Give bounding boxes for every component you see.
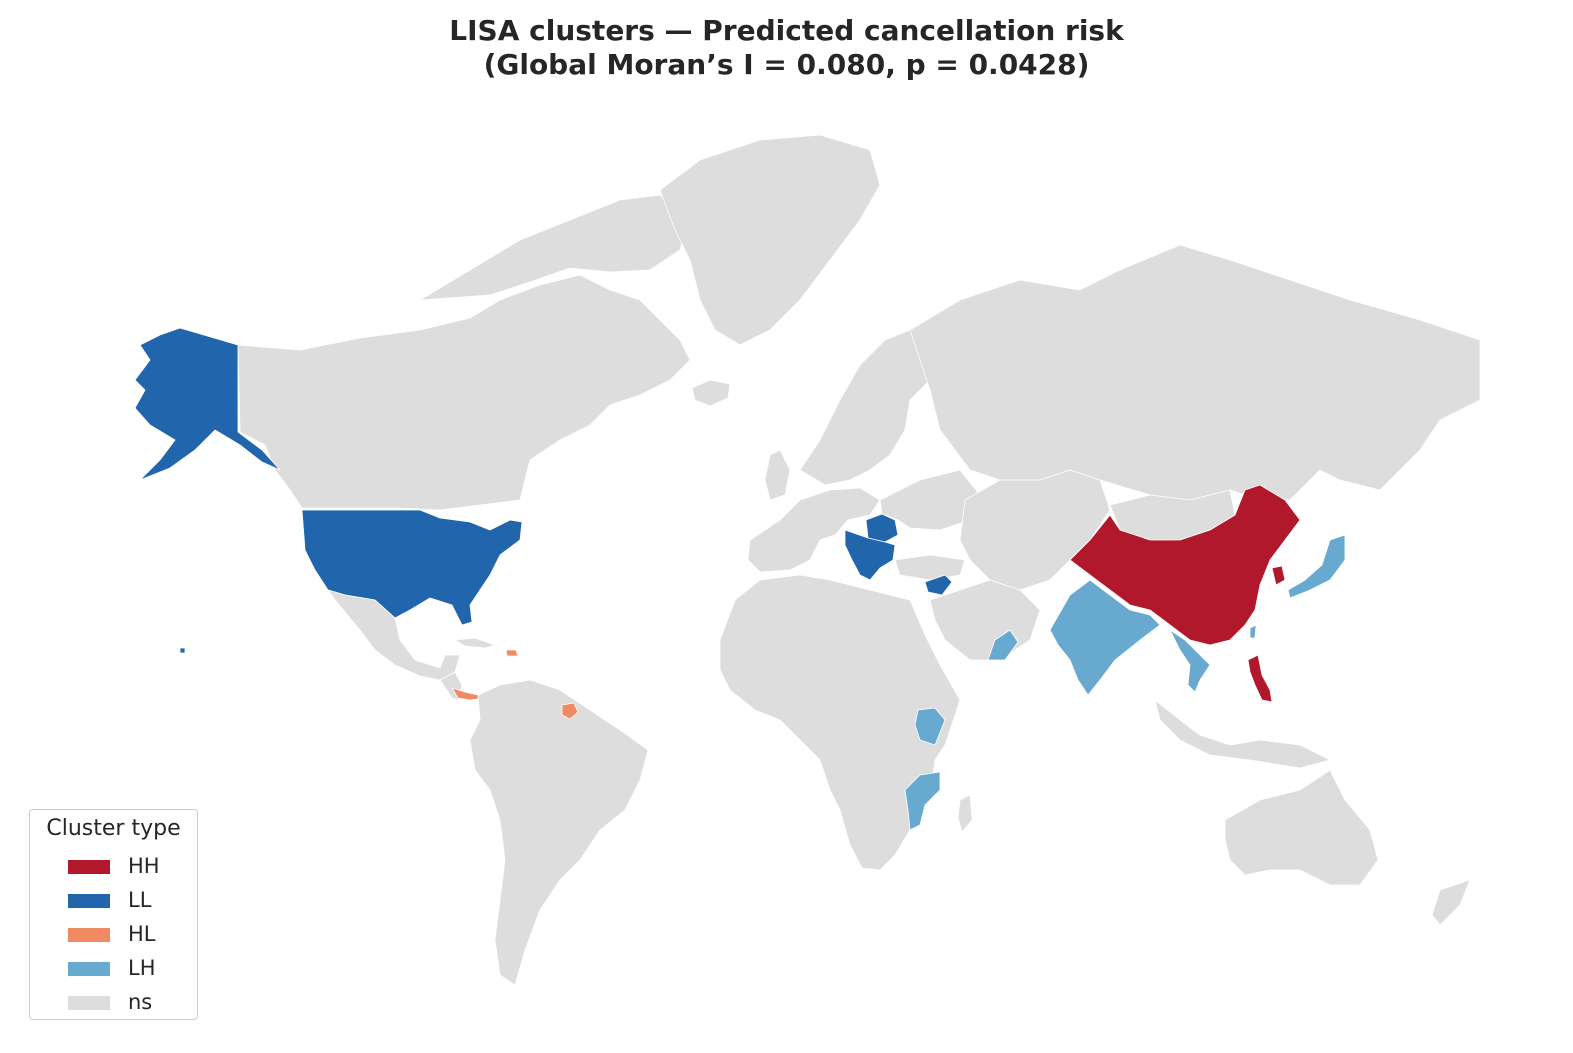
region-western-europe [747, 487, 881, 573]
region-iceland [691, 379, 731, 407]
region-mexico [327, 589, 461, 681]
legend-label-ns: ns [128, 990, 153, 1014]
region-mozambique [904, 771, 941, 831]
region-india [1049, 579, 1161, 696]
region-canada [237, 274, 691, 511]
region-suriname [561, 702, 579, 720]
legend-swatch-lh [68, 962, 110, 976]
legend-label-ll: LL [128, 888, 152, 912]
region-russia [909, 244, 1481, 501]
region-uk [764, 449, 791, 501]
title-line-1: LISA clusters — Predicted cancellation r… [449, 14, 1124, 47]
legend-swatch-hl [68, 928, 110, 942]
region-china [1069, 484, 1301, 646]
region-southeast-asia-lh [1169, 629, 1211, 693]
region-middle-east [929, 579, 1041, 661]
region-south-america [469, 679, 649, 986]
region-usa [301, 509, 523, 626]
region-balkans [844, 529, 896, 581]
map-legend: Cluster type HH LL HL LH ns [29, 809, 198, 1020]
region-south-korea [1271, 565, 1286, 586]
region-philippines [1247, 654, 1273, 703]
legend-label-lh: LH [128, 956, 156, 980]
region-syria [924, 574, 953, 596]
legend-title: Cluster type [46, 816, 181, 841]
legend-swatch-hh [68, 860, 110, 874]
legend-swatch-ns [68, 996, 110, 1010]
title-line-2: (Global Moran’s I = 0.080, p = 0.0428) [483, 48, 1090, 81]
region-australia [1224, 769, 1379, 886]
region-cuba [454, 637, 496, 649]
region-oman [987, 629, 1019, 661]
region-japan [1287, 534, 1346, 599]
map-title: LISA clusters — Predicted cancellation r… [0, 14, 1573, 82]
region-turkey [894, 554, 966, 581]
region-greenland [659, 134, 881, 346]
region-kenya [914, 707, 946, 746]
region-taiwan [1249, 624, 1257, 639]
legend-swatch-ll [68, 894, 110, 908]
legend-label-hh: HH [128, 854, 160, 878]
region-southeast-asia [1154, 699, 1331, 769]
legend-label-hl: HL [128, 922, 156, 946]
region-hawaii [179, 647, 186, 654]
region-madagascar [957, 794, 973, 833]
region-eastern-europe [879, 469, 981, 531]
region-new-zealand [1431, 879, 1471, 926]
region-alaska [134, 327, 281, 481]
region-dominican-republic [505, 649, 519, 657]
